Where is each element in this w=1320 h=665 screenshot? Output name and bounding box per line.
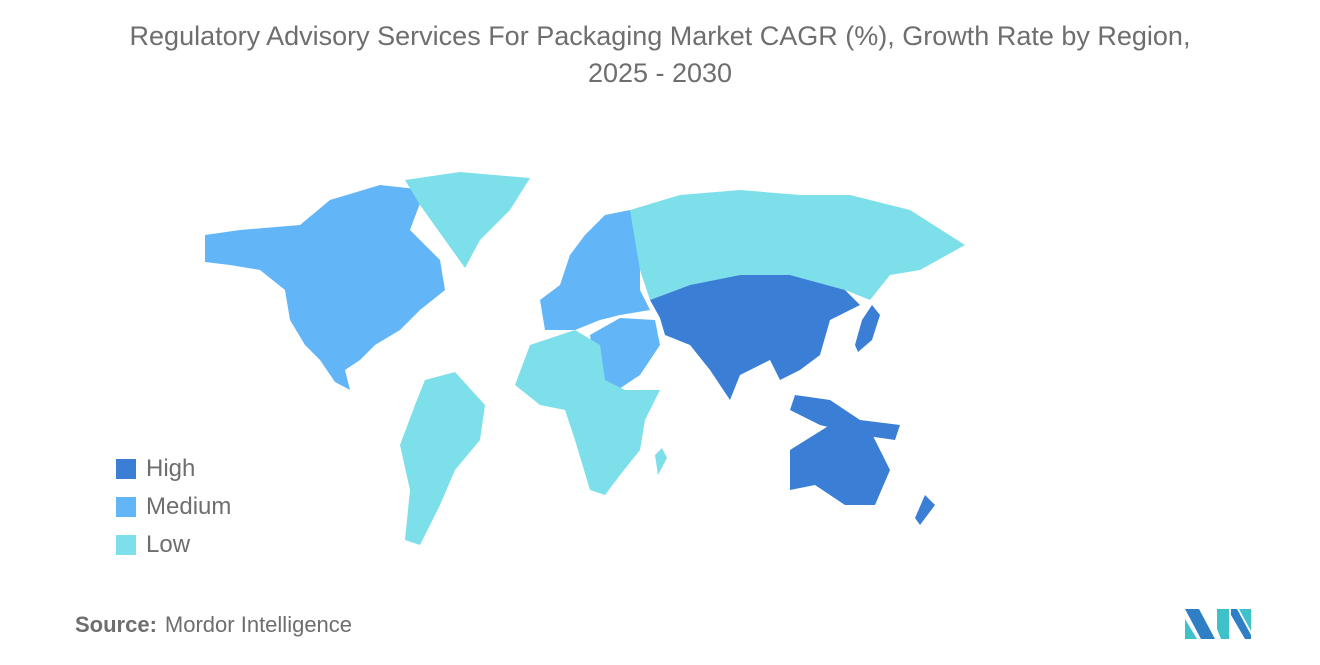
legend-swatch-low [116, 535, 136, 555]
legend: High Medium Low [116, 450, 231, 564]
title-line-2: 2025 - 2030 [587, 58, 733, 88]
middle-east [590, 318, 660, 395]
greenland [405, 172, 530, 268]
source-label: Source: [75, 612, 157, 637]
legend-label: High [146, 455, 196, 482]
source: Source: Mordor Intelligence [75, 612, 352, 638]
africa [515, 330, 660, 495]
legend-item-high: High [116, 450, 231, 488]
region-high [650, 275, 935, 525]
europe [540, 210, 650, 330]
region-medium [205, 185, 660, 395]
legend-label: Medium [146, 493, 232, 520]
legend-swatch-high [116, 459, 136, 479]
russia [630, 190, 965, 300]
japan [855, 305, 880, 352]
chart-title: Regulatory Advisory Services For Packagi… [0, 18, 1320, 92]
mordor-logo-icon [1185, 609, 1251, 639]
south-america [400, 372, 485, 545]
north-america [205, 185, 445, 390]
asia [650, 275, 860, 400]
madagascar [655, 448, 667, 475]
legend-item-low: Low [116, 526, 231, 564]
legend-label: Low [146, 531, 191, 558]
source-value: Mordor Intelligence [164, 612, 353, 637]
region-low [400, 172, 965, 545]
new-zealand [915, 495, 935, 525]
legend-swatch-medium [116, 497, 136, 517]
legend-item-medium: Medium [116, 488, 231, 526]
southeast-asia-islands [790, 395, 900, 440]
title-line-1: Regulatory Advisory Services For Packagi… [129, 21, 1191, 51]
australia [790, 425, 890, 505]
